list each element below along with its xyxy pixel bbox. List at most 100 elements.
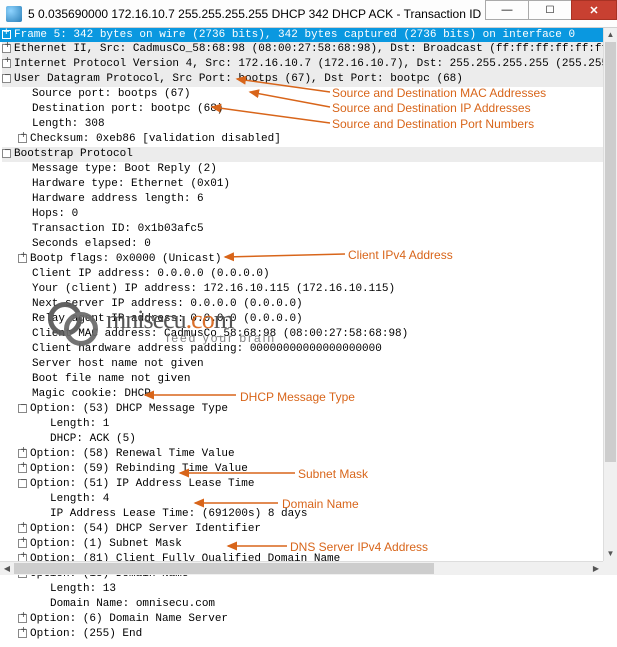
scroll-down-icon[interactable]: ▼: [604, 547, 617, 561]
server-host-row[interactable]: Server host name not given: [2, 357, 615, 372]
your-ip-row[interactable]: Your (client) IP address: 172.16.10.115 …: [2, 282, 615, 297]
hops-row[interactable]: Hops: 0: [2, 207, 615, 222]
scroll-thumb[interactable]: [14, 563, 434, 574]
ethernet-row[interactable]: Ethernet II, Src: CadmusCo_58:68:98 (08:…: [2, 42, 615, 57]
expand-icon[interactable]: [2, 44, 11, 53]
row-text: User Datagram Protocol, Src Port: bootps…: [14, 73, 463, 85]
row-text: Option: (255) End: [30, 628, 142, 640]
row-text: Bootstrap Protocol: [14, 148, 133, 160]
scroll-left-icon[interactable]: ◀: [0, 562, 14, 575]
row-text: Source port: bootps (67): [32, 88, 190, 100]
row-text: Option: (59) Rebinding Time Value: [30, 463, 248, 475]
row-text: IP Address Lease Time: (691200s) 8 days: [50, 508, 307, 520]
row-text: Ethernet II, Src: CadmusCo_58:68:98 (08:…: [14, 43, 615, 55]
checksum-row[interactable]: Checksum: 0xeb86 [validation disabled]: [2, 132, 615, 147]
collapse-icon[interactable]: [2, 149, 11, 158]
row-text: Hops: 0: [32, 208, 78, 220]
collapse-icon[interactable]: [2, 74, 11, 83]
row-text: Hardware type: Ethernet (0x01): [32, 178, 230, 190]
src-port-row[interactable]: Source port: bootps (67): [2, 87, 615, 102]
ip-row[interactable]: Internet Protocol Version 4, Src: 172.16…: [2, 57, 615, 72]
expand-icon[interactable]: [18, 629, 27, 638]
expand-icon[interactable]: [18, 524, 27, 533]
client-padding-row[interactable]: Client hardware address padding: 0000000…: [2, 342, 615, 357]
vertical-scrollbar[interactable]: ▲ ▼: [603, 28, 617, 561]
row-text: Length: 1: [50, 418, 109, 430]
collapse-icon[interactable]: [18, 404, 27, 413]
expand-icon[interactable]: [18, 614, 27, 623]
row-text: Transaction ID: 0x1b03afc5: [32, 223, 204, 235]
expand-icon[interactable]: [2, 59, 11, 68]
collapse-icon[interactable]: [18, 479, 27, 488]
row-text: Option: (54) DHCP Server Identifier: [30, 523, 261, 535]
frame-summary-text: Frame 5: 342 bytes on wire (2736 bits), …: [14, 29, 575, 41]
row-text: Client IP address: 0.0.0.0 (0.0.0.0): [32, 268, 270, 280]
minimize-button[interactable]: [485, 0, 529, 20]
scroll-thumb[interactable]: [605, 42, 616, 462]
bootp-flags-row[interactable]: Bootp flags: 0x0000 (Unicast): [2, 252, 615, 267]
udp-row[interactable]: User Datagram Protocol, Src Port: bootps…: [2, 72, 615, 87]
opt54-row[interactable]: Option: (54) DHCP Server Identifier: [2, 522, 615, 537]
boot-file-row[interactable]: Boot file name not given: [2, 372, 615, 387]
frame-summary-row[interactable]: Frame 5: 342 bytes on wire (2736 bits), …: [0, 28, 617, 42]
magic-cookie-row[interactable]: Magic cookie: DHCP: [2, 387, 615, 402]
opt58-row[interactable]: Option: (58) Renewal Time Value: [2, 447, 615, 462]
row-text: Hardware address length: 6: [32, 193, 204, 205]
scrollbar-corner: [603, 561, 617, 575]
next-server-row[interactable]: Next server IP address: 0.0.0.0 (0.0.0.0…: [2, 297, 615, 312]
tid-row[interactable]: Transaction ID: 0x1b03afc5: [2, 222, 615, 237]
row-text: Relay agent IP address: 0.0.0.0 (0.0.0.0…: [32, 313, 303, 325]
row-text: Length: 13: [50, 583, 116, 595]
expand-icon[interactable]: [18, 539, 27, 548]
packet-tree: Ethernet II, Src: CadmusCo_58:68:98 (08:…: [0, 42, 617, 646]
row-text: Length: 4: [50, 493, 109, 505]
opt15-len-row[interactable]: Length: 13: [2, 582, 615, 597]
row-text: Client hardware address padding: 0000000…: [32, 343, 382, 355]
hw-type-row[interactable]: Hardware type: Ethernet (0x01): [2, 177, 615, 192]
client-mac-row[interactable]: Client MAC address: CadmusCo_58:68:98 (0…: [2, 327, 615, 342]
opt59-row[interactable]: Option: (59) Rebinding Time Value: [2, 462, 615, 477]
opt15-val-row[interactable]: Domain Name: omnisecu.com: [2, 597, 615, 612]
bootp-row[interactable]: Bootstrap Protocol: [2, 147, 615, 162]
row-text: Client MAC address: CadmusCo_58:68:98 (0…: [32, 328, 408, 340]
opt255-row[interactable]: Option: (255) End: [2, 627, 615, 642]
app-icon: [6, 6, 22, 22]
row-text: Option: (1) Subnet Mask: [30, 538, 182, 550]
expand-icon[interactable]: [18, 254, 27, 263]
row-text: Bootp flags: 0x0000 (Unicast): [30, 253, 221, 265]
titlebar: 5 0.035690000 172.16.10.7 255.255.255.25…: [0, 0, 617, 28]
horizontal-scrollbar[interactable]: ◀ ▶: [0, 561, 603, 575]
opt51-row[interactable]: Option: (51) IP Address Lease Time: [2, 477, 615, 492]
hw-len-row[interactable]: Hardware address length: 6: [2, 192, 615, 207]
opt53-row[interactable]: Option: (53) DHCP Message Type: [2, 402, 615, 417]
close-button[interactable]: [571, 0, 617, 20]
scroll-right-icon[interactable]: ▶: [589, 562, 603, 575]
opt53-val-row[interactable]: DHCP: ACK (5): [2, 432, 615, 447]
scroll-up-icon[interactable]: ▲: [604, 28, 617, 42]
expand-icon[interactable]: [18, 464, 27, 473]
row-text: Internet Protocol Version 4, Src: 172.16…: [14, 58, 617, 70]
row-text: Option: (6) Domain Name Server: [30, 613, 228, 625]
row-text: Checksum: 0xeb86 [validation disabled]: [30, 133, 281, 145]
row-text: Seconds elapsed: 0: [32, 238, 151, 250]
row-text: Option: (51) IP Address Lease Time: [30, 478, 254, 490]
relay-agent-row[interactable]: Relay agent IP address: 0.0.0.0 (0.0.0.0…: [2, 312, 615, 327]
msg-type-row[interactable]: Message type: Boot Reply (2): [2, 162, 615, 177]
opt51-len-row[interactable]: Length: 4: [2, 492, 615, 507]
opt1-row[interactable]: Option: (1) Subnet Mask: [2, 537, 615, 552]
seconds-row[interactable]: Seconds elapsed: 0: [2, 237, 615, 252]
client-ip-row[interactable]: Client IP address: 0.0.0.0 (0.0.0.0): [2, 267, 615, 282]
row-text: Next server IP address: 0.0.0.0 (0.0.0.0…: [32, 298, 303, 310]
opt51-val-row[interactable]: IP Address Lease Time: (691200s) 8 days: [2, 507, 615, 522]
row-text: Domain Name: omnisecu.com: [50, 598, 215, 610]
expand-icon[interactable]: [18, 449, 27, 458]
expand-icon[interactable]: [18, 134, 27, 143]
opt6-row[interactable]: Option: (6) Domain Name Server: [2, 612, 615, 627]
length-row[interactable]: Length: 308: [2, 117, 615, 132]
opt53-len-row[interactable]: Length: 1: [2, 417, 615, 432]
row-text: Message type: Boot Reply (2): [32, 163, 217, 175]
row-text: Option: (58) Renewal Time Value: [30, 448, 235, 460]
dst-port-row[interactable]: Destination port: bootpc (68): [2, 102, 615, 117]
maximize-button[interactable]: [528, 0, 572, 20]
expand-icon[interactable]: [2, 30, 11, 39]
